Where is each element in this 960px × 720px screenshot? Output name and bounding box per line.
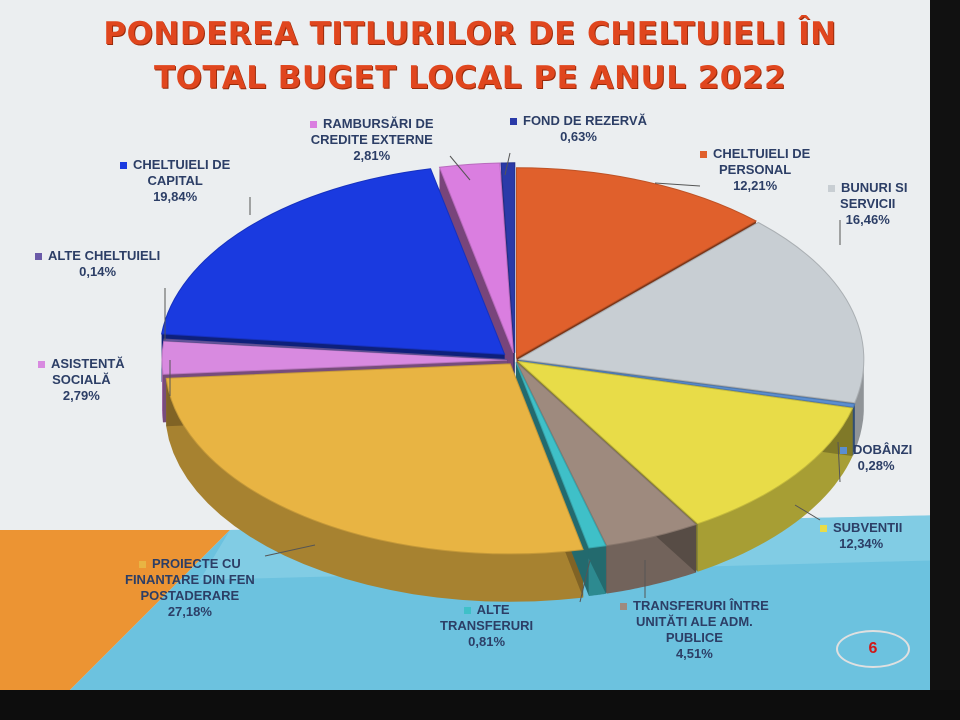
slice-label-value-asistenta: 2,79% — [62, 388, 100, 403]
slice-label-value-proiecte: 27,18% — [167, 604, 212, 619]
page-number: 6 — [836, 630, 910, 668]
pie-slice-rim-subventii — [697, 408, 853, 572]
leader-line-subventii — [794, 504, 821, 521]
slice-label-name-alte_transferuri-1: TRANSFERURI — [440, 618, 534, 633]
legend-marker-personal — [700, 151, 707, 159]
slice-label-name-asistenta-1: SOCIALĂ — [52, 372, 111, 387]
slice-label-value-alte_cheltuieli: 0,14% — [79, 264, 117, 279]
slice-label-value-subventii: 12,34% — [839, 536, 884, 551]
slice-label-name-transferuri_intre-1: UNITĂTI ALE ADM. — [636, 614, 753, 629]
slice-label-name-transferuri_intre-2: PUBLICE — [665, 630, 723, 645]
pie-slice-alte_transferuri — [515, 362, 607, 549]
slice-label-name-bunuri-1: SERVICII — [840, 196, 896, 211]
slice-label-capital: CHELTUIELI DE CAPITAL 19,84% — [120, 157, 230, 205]
pie-slice-rambursari — [438, 162, 514, 354]
legend-marker-capital — [120, 162, 127, 170]
pie-slice-dobanzi — [518, 360, 856, 408]
slice-label-value-personal: 12,21% — [733, 178, 778, 193]
pie-slice-subventii — [516, 360, 854, 525]
slice-label-value-rambursari: 2,81% — [353, 148, 391, 163]
slice-label-dobanzi: DOBÂNZI 0,28% — [840, 442, 912, 474]
legend-marker-proiecte — [138, 561, 146, 569]
pie-slice-proiecte — [165, 363, 584, 555]
slice-label-fond: FOND DE REZERVĂ 0,63% — [510, 113, 647, 145]
leader-line-dobanzi — [837, 441, 841, 483]
monitor-bezel-bottom — [0, 690, 960, 720]
slice-label-personal: CHELTUIELI DE PERSONAL 12,21% — [700, 146, 810, 194]
slice-label-proiecte: PROIECTE CU FINANTARE DIN FEN POSTADERARE 2… — [125, 556, 255, 620]
slice-label-bunuri: BUNURI SI SERVICII 16,46% — [828, 180, 907, 228]
slice-label-value-transferuri_intre: 4,51% — [675, 646, 713, 661]
slice-label-subventii: SUBVENTII 12,34% — [820, 520, 902, 552]
slice-label-name-fond-0: FOND DE REZERVĂ — [510, 113, 647, 129]
slice-label-name-rambursari-0: RAMBURSĂRI DE — [310, 116, 434, 132]
pie-slice-alte_cheltuieli — [163, 338, 508, 361]
slice-label-name-personal-0: CHELTUIELI DE — [700, 146, 810, 162]
legend-marker-alte_cheltuieli — [35, 253, 42, 261]
pie-slice-transferuri_intre — [516, 361, 698, 547]
slice-label-name-dobanzi-0: DOBÂNZI — [840, 442, 912, 458]
slice-label-name-proiecte-2: POSTADERARE — [140, 588, 240, 603]
legend-marker-alte_transferuri — [463, 607, 471, 615]
slice-label-name-proiecte-0: PROIECTE CU — [125, 556, 255, 572]
slice-label-name-proiecte-1: FINANTARE DIN FEN — [125, 572, 255, 587]
leader-line-rambursari — [449, 155, 471, 181]
slice-label-value-fond: 0,63% — [560, 129, 597, 144]
slice-label-alte_transferuri: ALTE TRANSFERURI 0,81% — [440, 602, 533, 650]
slice-label-name-alte_cheltuieli-0: ALTE CHELTUIELI — [35, 248, 160, 264]
legend-marker-rambursari — [310, 121, 317, 129]
slice-label-value-capital: 19,84% — [153, 189, 198, 204]
slice-label-name-asistenta-0: ASISTENTĂ — [38, 356, 125, 372]
title-line-2: TOTAL BUGET LOCAL PE ANUL 2022 — [153, 60, 787, 96]
title-line-1: PONDEREA TITLURILOR DE CHELTUIELI ÎN — [103, 16, 837, 52]
leader-line-personal — [654, 182, 701, 187]
slice-label-name-transferuri_intre-0: TRANSFERURI ÎNTRE — [620, 598, 769, 614]
pie-slice-rim-proiecte — [166, 378, 584, 602]
slice-label-rambursari: RAMBURSĂRI DE CREDITE EXTERNE 2,81% — [310, 116, 434, 164]
pie-slice-capital — [160, 168, 506, 355]
slide: PONDEREA TITLURILOR DE CHELTUIELI ÎN TOT… — [0, 0, 948, 690]
leader-line-alte_transferuri — [579, 559, 591, 603]
pie-slice-rim-asistenta — [162, 359, 163, 423]
slice-label-name-capital-0: CHELTUIELI DE — [120, 157, 230, 173]
slice-label-value-alte_transferuri: 0,81% — [468, 634, 506, 649]
legend-marker-dobanzi — [840, 447, 847, 455]
slice-label-name-alte_transferuri-0: ALTE — [440, 602, 533, 618]
slice-label-name-bunuri-0: BUNURI SI — [828, 180, 907, 196]
slice-label-value-bunuri: 16,46% — [845, 212, 890, 227]
slice-label-name-rambursari-1: CREDITE EXTERNE — [310, 132, 433, 147]
leader-line-proiecte — [264, 544, 316, 557]
pie-slice-bunuri — [517, 221, 865, 404]
pie-chart — [160, 152, 865, 603]
legend-marker-subventii — [820, 525, 827, 533]
monitor-bezel-right — [930, 0, 960, 720]
slice-label-name-personal-1: PERSONAL — [719, 162, 792, 177]
legend-marker-bunuri — [828, 185, 835, 193]
chart-title: PONDEREA TITLURILOR DE CHELTUIELI ÎN TOT… — [0, 12, 940, 100]
leader-line-fond — [504, 152, 511, 176]
slice-label-alte_cheltuieli: ALTE CHELTUIELI 0,14% — [35, 248, 160, 280]
slice-label-name-subventii-0: SUBVENTII — [820, 520, 902, 536]
legend-marker-fond — [510, 118, 517, 126]
slice-label-asistenta: ASISTENTĂ SOCIALĂ 2,79% — [38, 356, 125, 404]
slice-label-name-capital-1: CAPITAL — [147, 173, 203, 188]
slice-label-value-dobanzi: 0,28% — [857, 458, 895, 473]
slice-label-transferuri_intre: TRANSFERURI ÎNTRE UNITĂTI ALE ADM. PUBLICE… — [620, 598, 769, 662]
legend-marker-asistenta — [38, 361, 45, 369]
pie-slice-personal — [515, 167, 758, 359]
legend-marker-transferuri_intre — [620, 603, 627, 611]
